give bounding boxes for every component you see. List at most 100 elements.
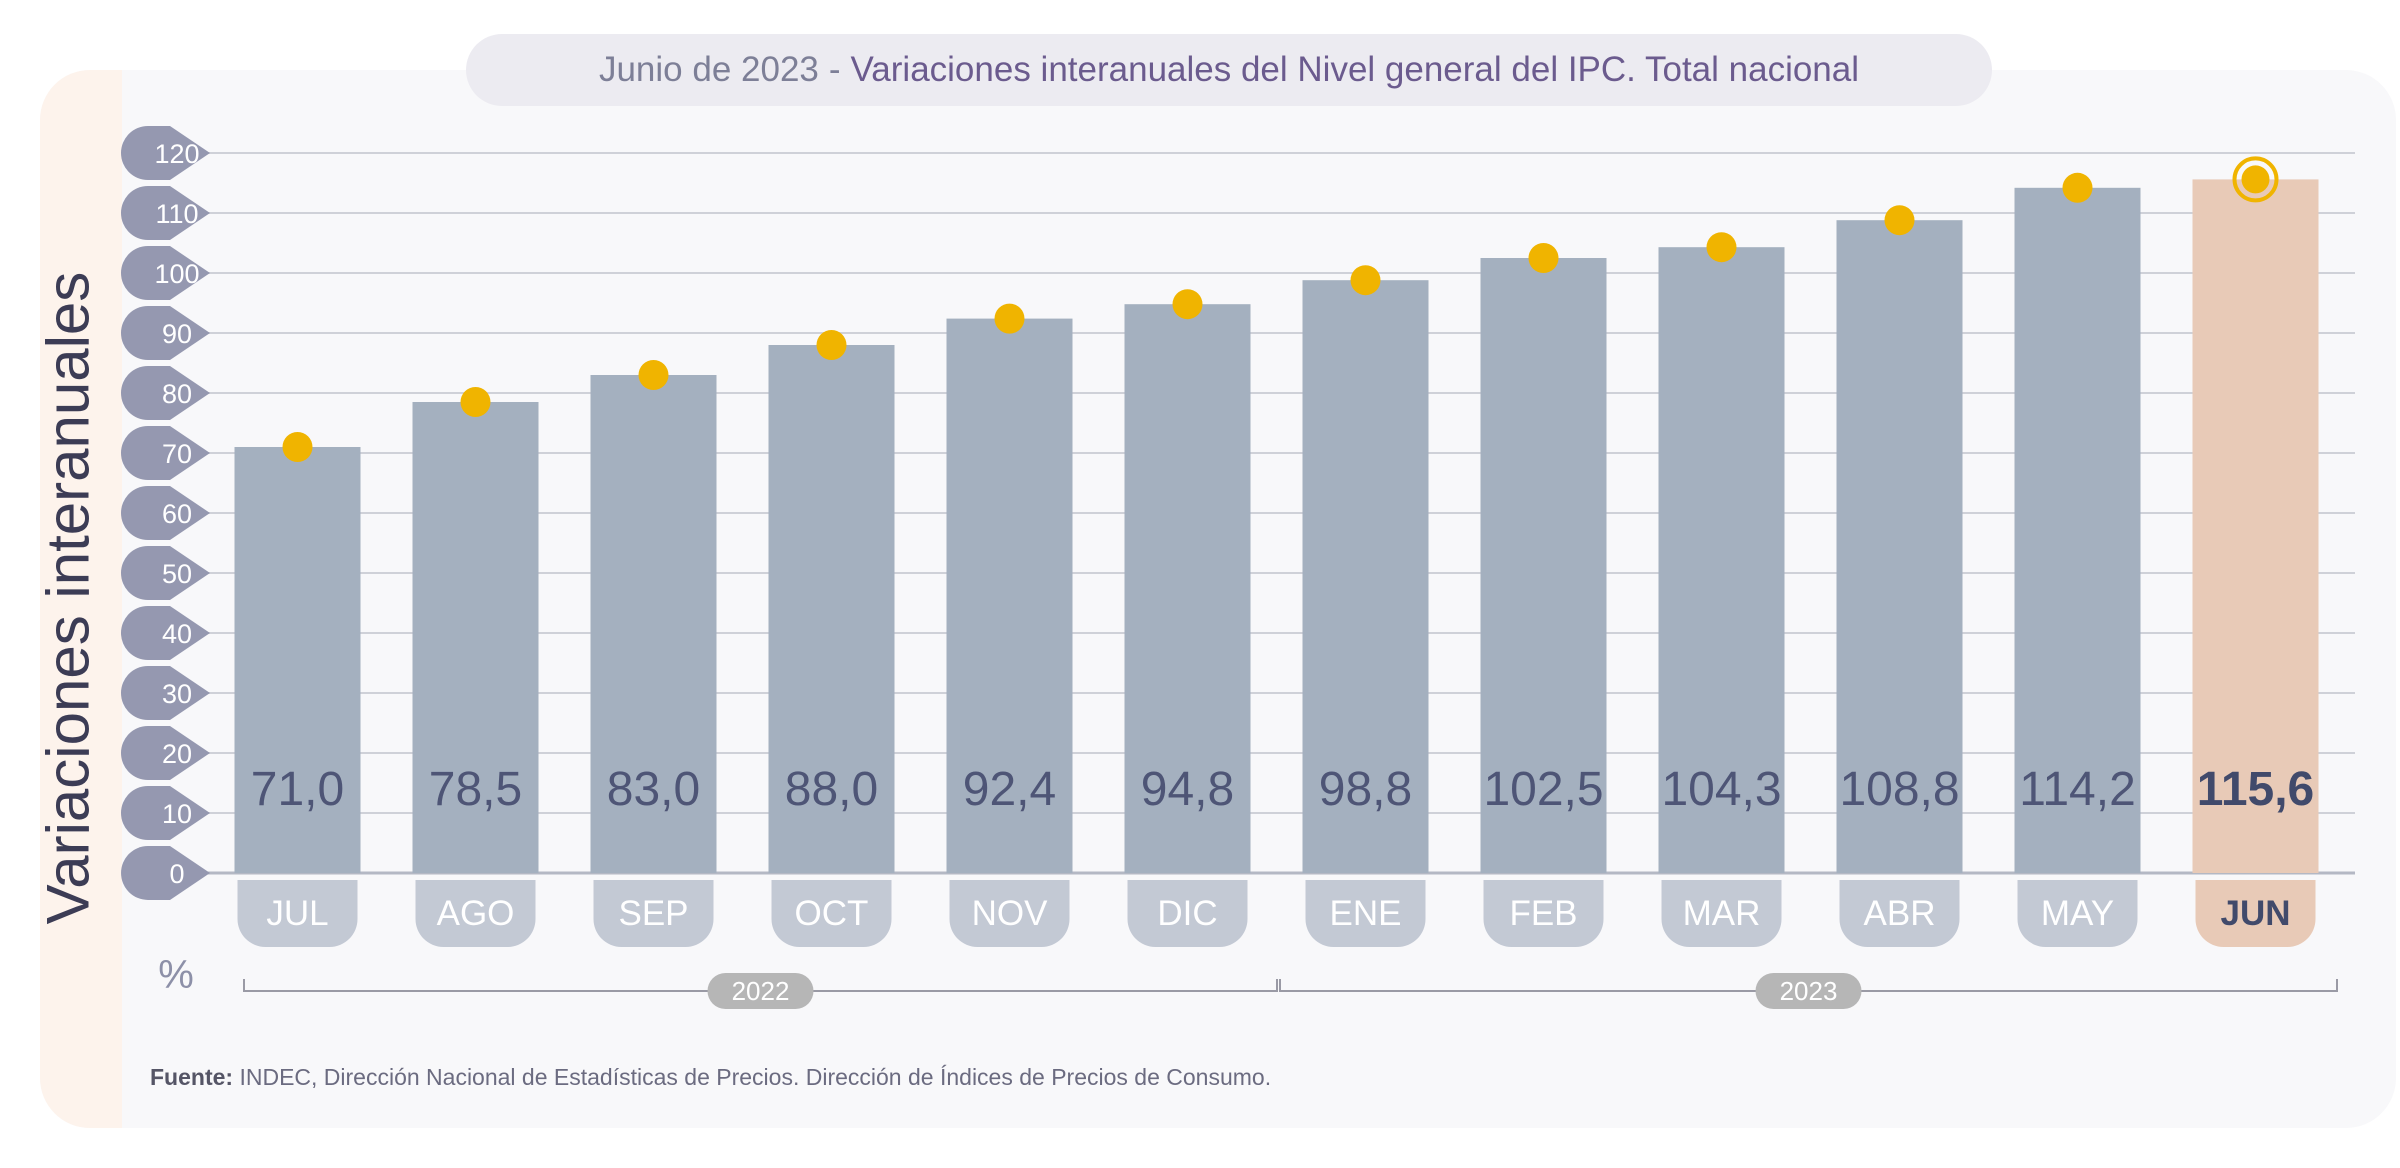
month-badge [1839,880,1960,947]
source-footer: Fuente: INDEC, Dirección Nacional de Est… [150,1064,1271,1091]
y-tick-badge [121,546,210,600]
data-point-ring [2232,156,2279,203]
bar [1480,258,1607,873]
bar [2192,179,2319,873]
bar-value-label: 88,0 [785,763,878,816]
year-badge [707,973,814,1009]
title-prefix: Junio de 2023 [598,50,819,89]
month-badge [415,880,536,947]
x-tick-label: JUN [2220,894,2290,933]
y-tick-label: 120 [154,139,199,169]
bar [1124,304,1251,873]
bar [768,345,895,873]
bar-value-label: 92,4 [963,763,1056,816]
year-badge [1755,973,1862,1009]
month-badge [771,880,892,947]
x-tick-label: AGO [437,894,515,933]
title-separator: - [828,50,841,89]
y-tick-badge [121,666,210,720]
panel-side-strip [40,70,122,1128]
bar [234,447,361,873]
footer-label: Fuente: [150,1064,234,1090]
data-point [994,303,1025,334]
bar [1658,247,1785,873]
y-tick-label: 100 [154,259,199,289]
bar [1836,220,1963,873]
bar-value-label: 94,8 [1141,763,1234,816]
y-tick-badge [121,426,210,480]
x-tick-label: MAR [1683,894,1761,933]
y-tick-label: 70 [162,439,192,469]
bar-value-label: 104,3 [1661,763,1781,816]
y-tick-badge [121,366,210,420]
data-point [460,387,491,417]
month-badge [2195,880,2316,947]
y-tick-label: 80 [162,379,192,409]
y-tick-label: 90 [162,319,192,349]
month-badge [593,880,714,947]
bar-value-label: 83,0 [607,763,700,816]
chart-title: Junio de 2023 - Variaciones interanuales… [466,34,1992,106]
month-badge [237,880,358,947]
bar-value-label: 102,5 [1483,763,1603,816]
x-tick-label: DIC [1157,894,1217,933]
x-tick-label: OCT [795,894,869,933]
data-point [1706,232,1737,263]
year-label: 2023 [1780,976,1838,1006]
data-point [282,432,313,462]
y-tick-label: 30 [162,679,192,709]
month-badge [2017,880,2138,947]
y-tick-badge [121,606,210,660]
bar [1302,280,1429,873]
bar-value-label: 114,2 [2019,763,2136,816]
month-badge [1661,880,1782,947]
month-badge [1305,880,1426,947]
y-tick-badge [121,786,210,840]
x-tick-label: FEB [1509,894,1577,933]
data-point [1350,265,1381,296]
x-tick-label: MAY [2041,894,2114,933]
y-tick-badge [121,726,210,780]
data-point [638,360,669,390]
month-badge [1127,880,1248,947]
unit-label: % [158,953,194,997]
x-tick-label: JUL [266,894,328,933]
y-tick-label: 50 [162,559,192,589]
data-point [1884,205,1915,236]
y-tick-badge [121,186,210,240]
y-tick-label: 110 [155,199,198,229]
y-tick-label: 10 [162,799,192,829]
bar-value-label: 115,6 [2197,763,2314,816]
bar [412,402,539,873]
month-badge [1483,880,1604,947]
x-tick-label: ENE [1330,894,1402,933]
data-point [816,330,847,360]
y-tick-label: 20 [162,739,192,769]
title-main: Variaciones interanuales del Nivel gener… [850,50,1860,89]
y-tick-label: 60 [162,499,192,529]
bar-value-label: 108,8 [1839,763,1959,816]
y-tick-badge [121,486,210,540]
bar-value-label: 98,8 [1319,763,1412,816]
bar-value-label: 78,5 [429,763,522,816]
bar [946,318,1073,874]
year-label: 2022 [732,976,790,1006]
y-tick-badge [121,846,210,900]
y-tick-badge [121,306,210,360]
data-point [1172,289,1203,320]
x-tick-label: SEP [618,894,688,933]
bar [2014,187,2141,874]
bar [590,375,717,873]
data-point [2062,172,2093,203]
x-tick-label: ABR [1864,894,1936,933]
y-tick-badge [121,246,210,300]
y-tick-badge [121,126,210,180]
x-tick-label: NOV [972,894,1049,933]
data-point [1528,243,1559,273]
month-badge [949,880,1070,947]
bar-value-label: 71,0 [251,763,344,816]
y-tick-label: 40 [162,619,192,649]
footer-text: INDEC, Dirección Nacional de Estadística… [239,1064,1272,1090]
y-tick-label: 0 [169,859,184,889]
